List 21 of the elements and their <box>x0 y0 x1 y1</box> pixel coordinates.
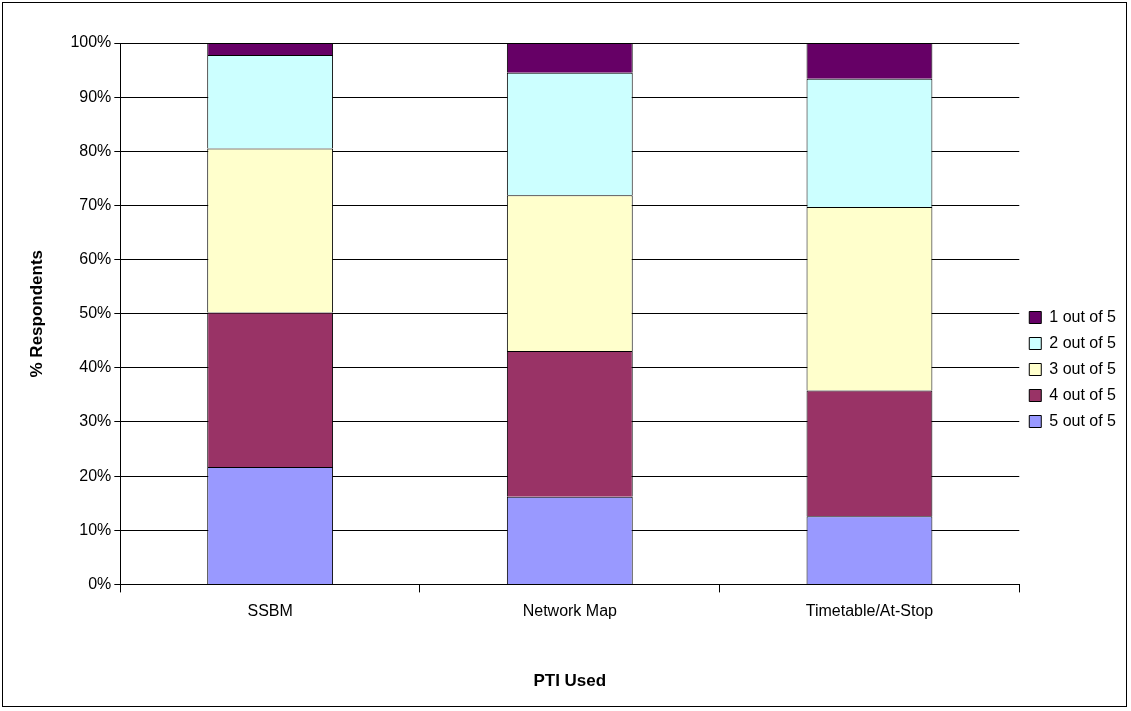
y-tick-label: 40% <box>79 358 112 376</box>
legend-label: 5 out of 5 <box>1049 411 1117 429</box>
y-tick-label: 70% <box>79 195 112 213</box>
x-axis-title: PTI Used <box>533 671 607 691</box>
y-tick-label: 60% <box>79 249 112 267</box>
x-tick-label: Network Map <box>522 602 618 620</box>
legend-label: 1 out of 5 <box>1049 307 1117 325</box>
y-tick-label: 50% <box>79 304 112 322</box>
legend-label: 4 out of 5 <box>1049 385 1117 403</box>
legend-label: 2 out of 5 <box>1049 333 1117 351</box>
y-tick-label: 0% <box>88 574 112 592</box>
y-tick-label: 10% <box>79 520 112 538</box>
y-tick-label: 80% <box>79 141 112 159</box>
y-tick-label: 30% <box>79 412 112 430</box>
y-tick-label: 100% <box>70 33 112 51</box>
x-tick-label: Timetable/At-Stop <box>805 602 934 620</box>
y-tick-label: 20% <box>79 466 112 484</box>
x-tick-label: SSBM <box>247 602 293 620</box>
y-tick-label: 90% <box>79 87 112 105</box>
y-axis-title: % Respondents <box>26 249 46 378</box>
legend-label: 3 out of 5 <box>1049 359 1117 377</box>
